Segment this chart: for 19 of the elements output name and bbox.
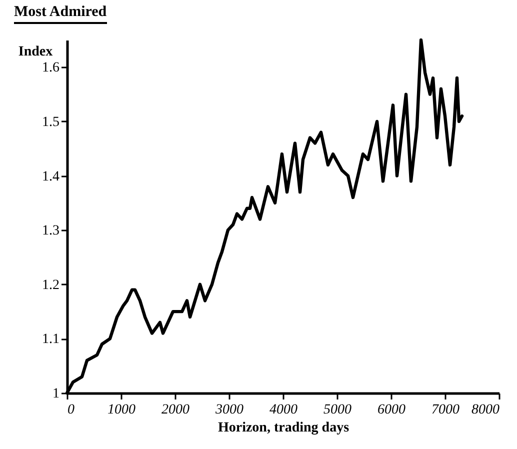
- x-tick-label: 7000: [432, 402, 460, 418]
- y-tick-label: 1.1: [42, 332, 60, 348]
- x-tick-label: 6000: [378, 402, 406, 418]
- y-tick-label: 1.3: [42, 224, 60, 239]
- y-axis-title: Index: [18, 44, 53, 60]
- x-tick-label: 5000: [324, 402, 352, 418]
- x-tick-label: 2000: [162, 402, 190, 418]
- y-tick-label: 1.5: [42, 114, 60, 130]
- x-tick-label: 8000: [472, 402, 500, 418]
- x-tick-label: 3000: [214, 402, 244, 418]
- x-tick-label: 4000: [270, 402, 298, 418]
- x-tick-label: 1000: [108, 402, 136, 418]
- x-axis-title: Horizon, trading days: [218, 420, 350, 436]
- chart-title: Most Admired: [14, 4, 107, 24]
- y-tick-label: 1.2: [42, 278, 60, 293]
- y-tick-label: 1: [52, 386, 60, 402]
- x-tick-label: 0: [68, 402, 74, 418]
- y-tick-label: 1.4: [42, 169, 60, 184]
- y-tick-label: 1.6: [42, 60, 60, 76]
